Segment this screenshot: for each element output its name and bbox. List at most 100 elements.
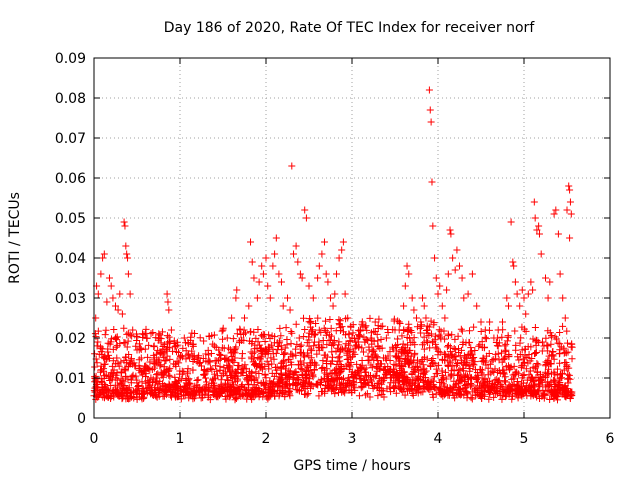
data-point bbox=[386, 348, 394, 356]
data-point bbox=[210, 388, 218, 396]
data-point bbox=[323, 341, 331, 349]
data-point bbox=[302, 378, 310, 386]
data-point bbox=[357, 382, 365, 390]
data-point bbox=[427, 317, 435, 325]
data-point bbox=[485, 326, 493, 334]
data-point bbox=[459, 385, 467, 393]
data-point bbox=[94, 393, 102, 401]
data-point bbox=[123, 250, 131, 258]
data-point bbox=[233, 330, 241, 338]
data-point bbox=[340, 374, 348, 382]
data-point bbox=[523, 354, 531, 362]
data-point bbox=[96, 368, 104, 376]
data-point bbox=[486, 360, 494, 368]
data-point bbox=[163, 332, 171, 340]
data-point bbox=[245, 302, 253, 310]
data-point bbox=[167, 326, 175, 334]
data-point bbox=[544, 294, 552, 302]
data-point bbox=[404, 384, 412, 392]
data-point bbox=[117, 358, 125, 366]
data-point bbox=[310, 338, 318, 346]
data-point bbox=[457, 346, 465, 354]
data-point bbox=[335, 341, 343, 349]
data-point bbox=[328, 376, 336, 384]
data-point bbox=[417, 321, 425, 329]
data-point bbox=[531, 387, 539, 395]
data-point bbox=[507, 218, 515, 226]
data-point bbox=[298, 366, 306, 374]
data-point bbox=[162, 347, 170, 355]
data-point bbox=[529, 363, 537, 371]
data-point bbox=[452, 346, 460, 354]
data-point bbox=[529, 335, 537, 343]
data-point bbox=[170, 340, 178, 348]
data-point bbox=[521, 386, 529, 394]
data-point bbox=[252, 385, 260, 393]
data-point bbox=[166, 372, 174, 380]
data-point bbox=[120, 218, 128, 226]
data-point bbox=[386, 368, 394, 376]
data-point bbox=[392, 389, 400, 397]
data-point bbox=[541, 368, 549, 376]
data-point bbox=[518, 323, 526, 331]
data-point bbox=[319, 357, 327, 365]
data-point bbox=[310, 366, 318, 374]
data-point bbox=[437, 327, 445, 335]
data-point bbox=[184, 370, 192, 378]
data-point bbox=[304, 363, 312, 371]
data-point bbox=[426, 344, 434, 352]
data-point bbox=[156, 387, 164, 395]
data-point bbox=[407, 352, 415, 360]
data-point bbox=[355, 338, 363, 346]
data-point bbox=[203, 378, 211, 386]
data-point bbox=[337, 363, 345, 371]
data-point bbox=[410, 334, 418, 342]
data-point bbox=[460, 360, 468, 368]
data-point bbox=[320, 351, 328, 359]
data-point bbox=[422, 314, 430, 322]
data-point bbox=[150, 343, 158, 351]
data-point bbox=[132, 362, 140, 370]
data-point bbox=[244, 381, 252, 389]
data-point bbox=[232, 391, 240, 399]
data-point bbox=[266, 294, 274, 302]
data-point bbox=[229, 385, 237, 393]
data-point bbox=[528, 355, 536, 363]
data-point bbox=[156, 362, 164, 370]
data-point bbox=[300, 314, 308, 322]
data-point bbox=[386, 383, 394, 391]
data-point bbox=[468, 395, 476, 403]
data-point bbox=[432, 274, 440, 282]
data-point bbox=[294, 374, 302, 382]
data-point bbox=[278, 346, 286, 354]
data-point bbox=[186, 380, 194, 388]
data-point bbox=[448, 331, 456, 339]
data-point bbox=[420, 302, 428, 310]
data-point bbox=[505, 302, 513, 310]
data-point bbox=[275, 270, 283, 278]
data-point bbox=[307, 381, 315, 389]
data-point bbox=[199, 385, 207, 393]
data-point bbox=[356, 327, 364, 335]
data-point bbox=[215, 391, 223, 399]
data-point bbox=[308, 347, 316, 355]
data-point bbox=[337, 385, 345, 393]
data-point bbox=[511, 370, 519, 378]
data-point bbox=[263, 357, 271, 365]
data-point bbox=[375, 374, 383, 382]
data-point bbox=[167, 391, 175, 399]
data-point bbox=[127, 379, 135, 387]
data-point bbox=[519, 355, 527, 363]
data-point bbox=[563, 206, 571, 214]
data-point bbox=[489, 355, 497, 363]
data-point bbox=[443, 384, 451, 392]
data-point bbox=[127, 356, 135, 364]
data-point bbox=[566, 186, 574, 194]
data-point bbox=[230, 349, 238, 357]
data-point bbox=[533, 337, 541, 345]
data-point bbox=[554, 339, 562, 347]
data-point bbox=[344, 360, 352, 368]
data-point bbox=[139, 371, 147, 379]
data-point bbox=[91, 388, 99, 396]
data-point bbox=[390, 384, 398, 392]
